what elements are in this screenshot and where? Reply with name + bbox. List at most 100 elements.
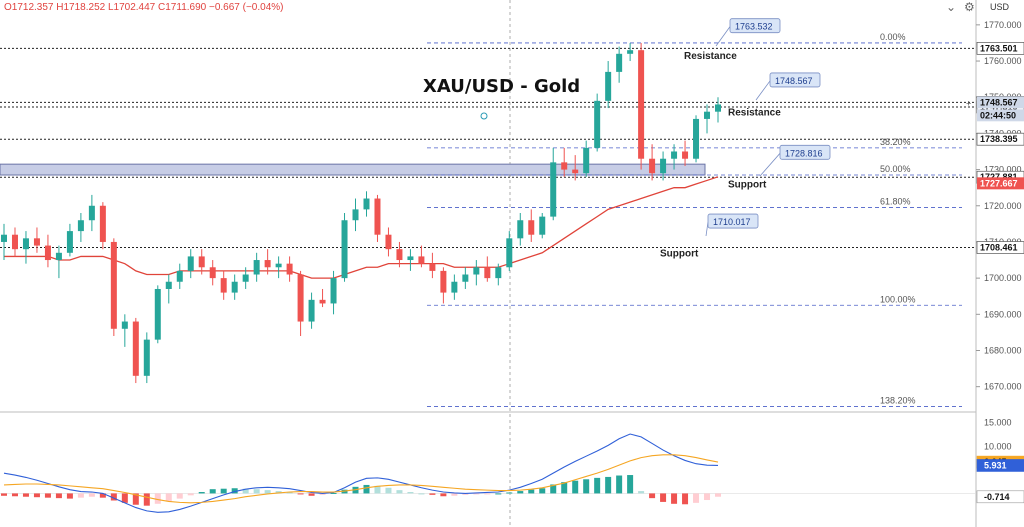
macd-histogram-bar (451, 493, 458, 496)
fib-level-label: 138.20% (880, 396, 916, 406)
y-tick-label: 1670.000 (984, 382, 1022, 392)
macd-histogram-bar (132, 493, 139, 505)
callout-box (779, 144, 831, 160)
macd-histogram-bar (462, 493, 469, 495)
candle-body (1, 234, 7, 242)
candle-body (264, 260, 271, 268)
candle-body (572, 169, 579, 174)
level-price-tag (976, 132, 1024, 146)
drawing-marker (480, 112, 488, 120)
macd-histogram-bar (572, 480, 579, 494)
price-tag (977, 177, 1024, 190)
callout-pointer (755, 80, 771, 101)
macd-histogram-bar (396, 490, 403, 494)
callout-label: 1763.532 (735, 22, 773, 32)
price-tag (977, 96, 1024, 109)
macd-histogram-bar (99, 493, 106, 498)
candle-body (341, 220, 348, 279)
macd-histogram-bar (671, 493, 678, 504)
callout-box (729, 18, 781, 34)
candle-body (22, 238, 29, 250)
macd-histogram-bar (638, 491, 645, 494)
fib-level-label: 50.00% (880, 164, 911, 174)
candle-body (693, 118, 700, 159)
macd-histogram-bar (44, 493, 51, 498)
candle-body (407, 256, 414, 261)
candle-body (462, 274, 469, 282)
signal-line (3, 454, 719, 504)
macd-histogram-bar (550, 484, 557, 494)
price-tag (977, 109, 1024, 122)
candle-body (33, 238, 40, 246)
macd-histogram-bar (121, 493, 128, 503)
macd-line (3, 433, 719, 513)
macd-histogram-bar (528, 489, 535, 494)
macd-histogram-bar (594, 477, 601, 494)
macd-histogram-bar (627, 475, 634, 494)
macd-tick-label: 15.000 (984, 418, 1012, 428)
candle-body (671, 151, 678, 159)
y-tick-label: 1680.000 (984, 345, 1022, 355)
candle-body (583, 147, 590, 174)
candle-body (517, 220, 524, 239)
level-price-label: 1727.881 (980, 172, 1018, 182)
candle-body (352, 209, 359, 221)
candle-body (638, 50, 645, 159)
level-price-tag (976, 241, 1024, 254)
candle-body (55, 252, 62, 261)
candle-body (231, 281, 238, 293)
candle-body (187, 256, 194, 271)
candle-body (209, 267, 216, 279)
candle-body (660, 158, 667, 174)
candle-body (616, 53, 623, 72)
candle-body (297, 274, 304, 322)
macd-histogram-bar (660, 493, 667, 502)
macd-histogram-bar (649, 493, 656, 499)
candle-body (154, 288, 161, 340)
candle-body (440, 270, 447, 293)
level-price-tag (976, 42, 1024, 55)
chart-title: XAU/USD - Gold (423, 76, 581, 97)
macd-histogram-bar (682, 493, 689, 505)
candle-body (11, 234, 18, 250)
candle-body (99, 205, 106, 242)
y-tick-label: 1700.000 (984, 273, 1022, 283)
annotation-label: Support (728, 180, 767, 191)
callout-pointer (715, 26, 731, 47)
macd-histogram-bar (275, 491, 282, 494)
candle-body (110, 241, 117, 329)
candle-body (649, 158, 656, 174)
price-tag-label: 1727.667 (980, 178, 1018, 188)
candle-body (451, 281, 458, 293)
callout-box (707, 213, 759, 229)
settings-icon[interactable]: ⚙ (964, 0, 975, 14)
candle-body (319, 299, 326, 304)
macd-histogram-bar (187, 493, 194, 496)
macd-histogram-bar (374, 485, 381, 494)
plus-icon: + (966, 98, 971, 108)
macd-histogram-bar (605, 476, 612, 494)
candle-body (594, 100, 601, 148)
y-tick-label: 1720.000 (984, 201, 1022, 211)
macd-histogram-bar (77, 493, 84, 498)
candle-body (253, 260, 260, 275)
macd-tick-label: 10.000 (984, 441, 1012, 451)
macd-histogram-bar (616, 475, 623, 494)
candle-body (176, 270, 183, 282)
macd-histogram-bar (704, 493, 711, 501)
macd-histogram-bar (286, 492, 293, 494)
chevron-down-icon[interactable]: ⌄ (946, 0, 957, 14)
macd-histogram-bar (264, 490, 271, 494)
candle-body (121, 321, 128, 329)
candle-body (242, 274, 249, 282)
candle-body (605, 71, 612, 101)
macd-histogram-bar (231, 488, 238, 494)
candle-body (198, 256, 205, 268)
currency-label: USD (990, 2, 1010, 12)
candle-body (143, 339, 150, 376)
candle-body (330, 278, 337, 304)
macd-histogram-bar (88, 493, 95, 497)
macd-histogram-bar (385, 487, 392, 494)
candle-body (506, 238, 513, 268)
